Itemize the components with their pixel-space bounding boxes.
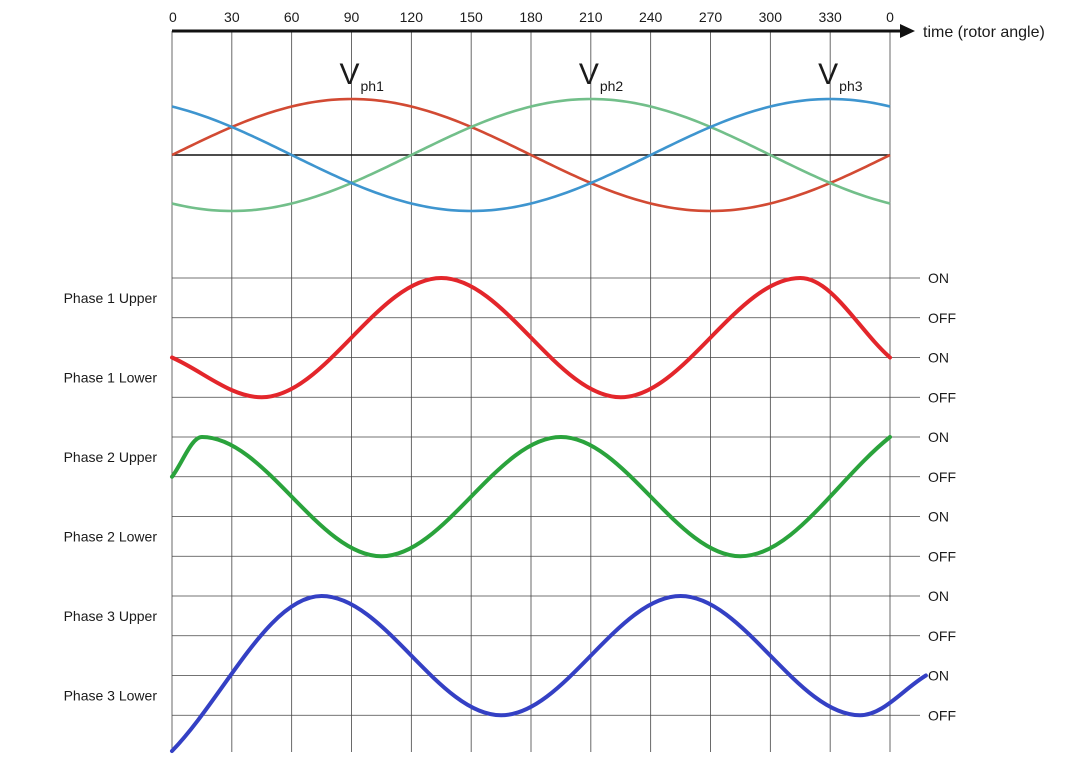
- time-tick-label: 60: [284, 9, 300, 25]
- time-tick-label: 0: [886, 9, 894, 25]
- state-label: OFF: [928, 389, 956, 405]
- state-label: ON: [928, 429, 949, 445]
- time-tick-label: 270: [699, 9, 723, 25]
- phase-voltage-plot: [171, 97, 891, 213]
- switch-row-label: Phase 3 Upper: [64, 608, 158, 624]
- switching-signal-phase-2: [170, 435, 892, 559]
- state-label: ON: [928, 350, 949, 366]
- phase-voltage-symbol: V: [818, 58, 838, 91]
- switch-row-label: Phase 2 Upper: [64, 449, 158, 465]
- state-label: OFF: [928, 310, 956, 326]
- state-label: OFF: [928, 707, 956, 723]
- phase-voltage-subscript: ph2: [600, 78, 624, 94]
- time-tick-label: 180: [519, 9, 543, 25]
- time-tick-label: 150: [459, 9, 483, 25]
- switching-signal-phase-1: [170, 276, 892, 400]
- state-label: OFF: [928, 628, 956, 644]
- time-tick-label: 300: [759, 9, 783, 25]
- phase-voltage-line-2: [171, 97, 891, 213]
- state-label: ON: [928, 588, 949, 604]
- phase-voltage-line-1: [171, 97, 891, 213]
- labels: 0 30 60 90 120 150 180 210 240 270 300 330 0 ON OFF ON O…: [64, 9, 956, 723]
- switch-row-label: Phase 2 Lower: [64, 528, 158, 544]
- switch-row-label: Phase 1 Upper: [64, 290, 158, 306]
- state-label: ON: [928, 509, 949, 525]
- time-tick-label: 330: [818, 9, 842, 25]
- time-tick-label: 90: [344, 9, 360, 25]
- state-label: ON: [928, 668, 949, 684]
- phase-voltage-symbol: V: [579, 58, 599, 91]
- phase-voltage-subscript: ph1: [361, 78, 385, 94]
- time-tick-label: 30: [224, 9, 240, 25]
- phase-voltage-line-3: [171, 97, 891, 213]
- switching-signals-plot: [170, 276, 928, 754]
- phase-voltage-subscript: ph3: [839, 78, 863, 94]
- switch-row-label: Phase 1 Lower: [64, 369, 158, 385]
- time-tick-label: 210: [579, 9, 603, 25]
- state-label: OFF: [928, 548, 956, 564]
- switch-row-label: Phase 3 Lower: [64, 687, 158, 703]
- time-tick-label: 240: [639, 9, 663, 25]
- state-label: OFF: [928, 469, 956, 485]
- time-axis: time (rotor angle): [172, 24, 1045, 41]
- switching-signal-phase-3: [170, 594, 928, 754]
- time-tick-label: 120: [400, 9, 424, 25]
- time-axis-title: time (rotor angle): [923, 24, 1045, 41]
- phase-voltage-symbol: V: [340, 58, 360, 91]
- time-tick-label: 0: [169, 9, 177, 25]
- state-label: ON: [928, 270, 949, 286]
- time-axis-arrowhead: [900, 24, 915, 38]
